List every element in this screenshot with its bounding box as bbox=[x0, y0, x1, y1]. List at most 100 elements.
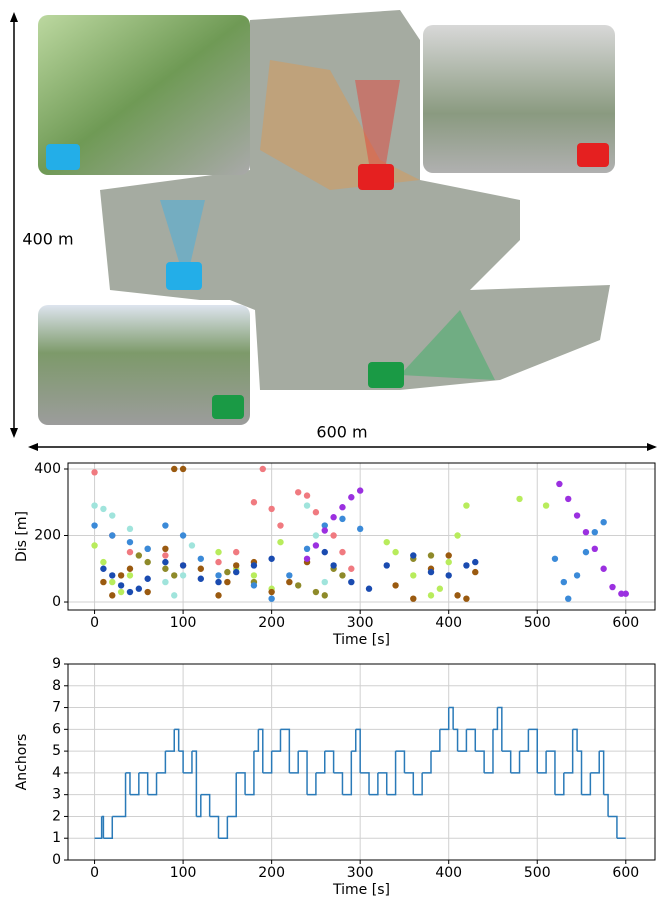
x-tick-label: 100 bbox=[170, 615, 197, 631]
point bbox=[592, 546, 598, 552]
point bbox=[268, 595, 274, 601]
step bbox=[157, 751, 166, 773]
point bbox=[171, 572, 177, 578]
point bbox=[552, 556, 558, 562]
x-tick-label: 300 bbox=[347, 615, 374, 631]
point bbox=[215, 559, 221, 565]
y-tick-label: 3 bbox=[52, 787, 61, 803]
x-tick-label: 100 bbox=[170, 865, 197, 881]
step bbox=[431, 729, 440, 751]
point bbox=[437, 586, 443, 592]
step bbox=[493, 708, 497, 730]
point bbox=[357, 487, 363, 493]
point bbox=[162, 552, 168, 558]
point bbox=[428, 552, 434, 558]
point bbox=[446, 559, 452, 565]
point bbox=[260, 466, 266, 472]
point bbox=[100, 506, 106, 512]
point bbox=[357, 526, 363, 532]
point bbox=[322, 549, 328, 555]
step bbox=[590, 751, 599, 773]
step bbox=[520, 729, 529, 751]
point bbox=[162, 559, 168, 565]
camera-icon bbox=[166, 262, 202, 290]
point bbox=[428, 592, 434, 598]
point bbox=[304, 502, 310, 508]
point bbox=[463, 502, 469, 508]
point bbox=[277, 539, 283, 545]
point bbox=[180, 572, 186, 578]
step bbox=[179, 751, 183, 773]
y-tick-label: 8 bbox=[52, 678, 61, 694]
step bbox=[378, 773, 387, 795]
point bbox=[366, 586, 372, 592]
point bbox=[109, 572, 115, 578]
point bbox=[118, 572, 124, 578]
point bbox=[109, 512, 115, 518]
point bbox=[268, 556, 274, 562]
plot-frame bbox=[68, 463, 655, 610]
step bbox=[272, 729, 281, 751]
camera-icon bbox=[212, 395, 244, 419]
y-tick-label: 200 bbox=[34, 528, 61, 544]
point bbox=[127, 549, 133, 555]
step bbox=[608, 816, 617, 838]
x-tick-label: 500 bbox=[524, 865, 551, 881]
point bbox=[180, 562, 186, 568]
y-tick-label: 0 bbox=[52, 852, 61, 868]
point bbox=[136, 552, 142, 558]
point bbox=[162, 546, 168, 552]
x-tick-label: 300 bbox=[347, 865, 374, 881]
point bbox=[339, 572, 345, 578]
step bbox=[289, 751, 298, 773]
point bbox=[180, 466, 186, 472]
step bbox=[555, 773, 564, 795]
point bbox=[304, 492, 310, 498]
point bbox=[565, 595, 571, 601]
step bbox=[458, 729, 467, 751]
point bbox=[313, 509, 319, 515]
x-tick-label: 200 bbox=[258, 865, 285, 881]
step bbox=[165, 729, 174, 751]
step bbox=[604, 795, 608, 817]
point bbox=[574, 572, 580, 578]
point bbox=[91, 542, 97, 548]
point bbox=[463, 562, 469, 568]
point bbox=[600, 566, 606, 572]
step bbox=[396, 751, 405, 773]
point bbox=[516, 496, 522, 502]
point bbox=[100, 566, 106, 572]
point bbox=[100, 579, 106, 585]
point bbox=[392, 582, 398, 588]
point bbox=[583, 549, 589, 555]
point bbox=[251, 582, 257, 588]
y-tick-label: 4 bbox=[52, 765, 61, 781]
step bbox=[219, 816, 228, 838]
step bbox=[95, 816, 102, 838]
point bbox=[286, 572, 292, 578]
point bbox=[322, 592, 328, 598]
point bbox=[91, 469, 97, 475]
point bbox=[268, 589, 274, 595]
point bbox=[463, 595, 469, 601]
point bbox=[583, 529, 589, 535]
point bbox=[410, 572, 416, 578]
step bbox=[582, 773, 591, 795]
point bbox=[295, 489, 301, 495]
point bbox=[224, 579, 230, 585]
point bbox=[592, 529, 598, 535]
step bbox=[316, 751, 325, 773]
step bbox=[103, 816, 112, 838]
step bbox=[334, 773, 343, 795]
step bbox=[263, 751, 272, 773]
point bbox=[330, 514, 336, 520]
point bbox=[556, 481, 562, 487]
point bbox=[127, 526, 133, 532]
point bbox=[144, 546, 150, 552]
camera-icon bbox=[368, 362, 404, 388]
point bbox=[144, 576, 150, 582]
y-tick-label: 7 bbox=[52, 700, 61, 716]
point bbox=[392, 549, 398, 555]
width-label: 600 m bbox=[316, 423, 367, 442]
point bbox=[454, 592, 460, 598]
